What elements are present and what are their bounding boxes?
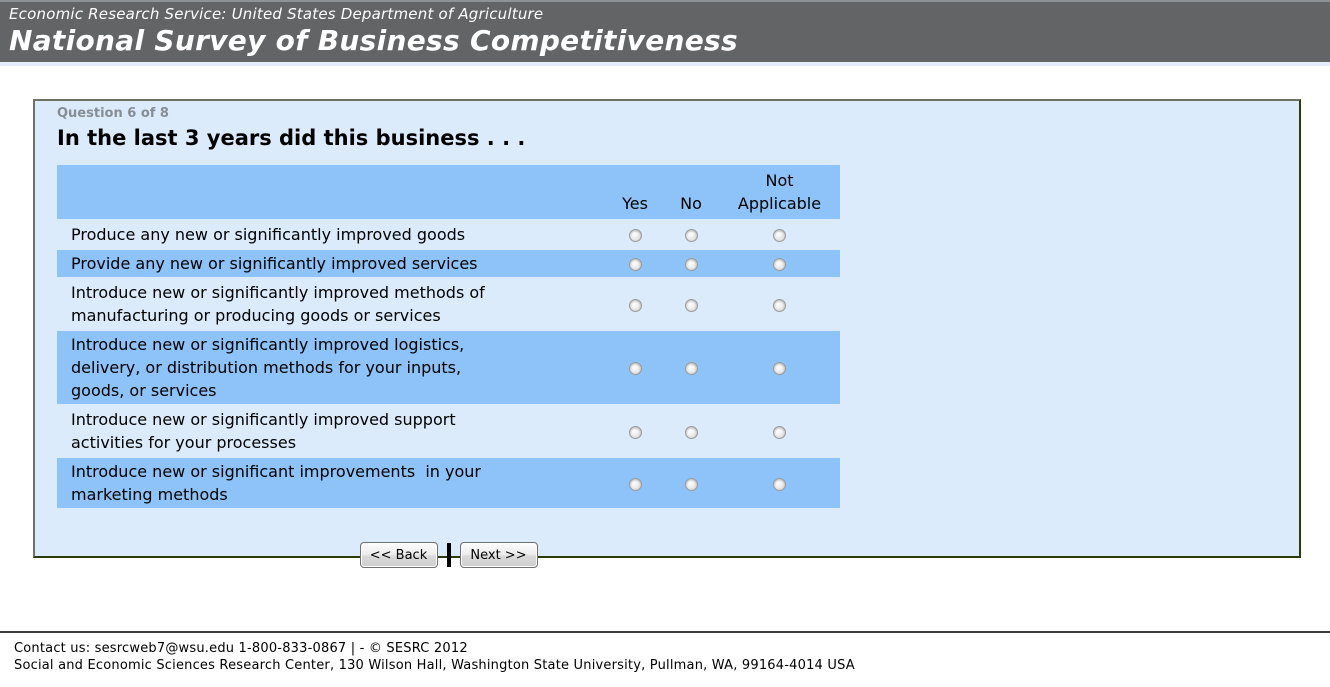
question-panel: Question 6 of 8 In the last 3 years did … bbox=[33, 99, 1301, 568]
header-spacer bbox=[57, 165, 607, 219]
radio-no[interactable] bbox=[684, 298, 698, 312]
app-header: Economic Research Service: United States… bbox=[0, 0, 1330, 62]
radio-yes[interactable] bbox=[628, 477, 642, 491]
nav-buttons: << Back | Next >> bbox=[57, 542, 840, 568]
header-divider bbox=[0, 62, 1330, 66]
table-row: Introduce new or significantly improved … bbox=[57, 406, 840, 456]
radio-no[interactable] bbox=[684, 258, 698, 271]
radio-not-applicable[interactable] bbox=[773, 229, 786, 242]
column-header-not-applicable: Not Applicable bbox=[719, 165, 840, 219]
radio-no[interactable] bbox=[684, 229, 698, 242]
radio-yes[interactable] bbox=[628, 362, 642, 375]
radio-no[interactable] bbox=[684, 477, 698, 491]
column-header-yes: Yes bbox=[607, 165, 663, 219]
radio-yes[interactable] bbox=[628, 258, 642, 271]
radio-not-applicable[interactable] bbox=[773, 258, 786, 271]
row-label: Produce any new or significantly improve… bbox=[71, 225, 466, 244]
table-header-row: Yes No Not Applicable bbox=[57, 165, 840, 219]
back-button[interactable]: << Back bbox=[359, 542, 438, 568]
radio-no[interactable] bbox=[684, 362, 698, 375]
page-footer: Contact us: sesrcweb7@wsu.edu 1-800-833-… bbox=[0, 631, 1330, 674]
radio-not-applicable[interactable] bbox=[773, 362, 786, 375]
question-title: In the last 3 years did this business . … bbox=[57, 126, 526, 150]
survey-table: Yes No Not Applicable Produce any new or… bbox=[57, 163, 840, 510]
radio-yes[interactable] bbox=[628, 298, 642, 312]
button-separator: | bbox=[446, 543, 451, 567]
next-button[interactable]: Next >> bbox=[459, 542, 538, 568]
table-row: Introduce new or significantly improved … bbox=[57, 279, 840, 329]
row-label: Introduce new or significantly improved … bbox=[57, 331, 607, 404]
table-row: Provide any new or significantly improve… bbox=[57, 250, 840, 277]
table-row: Produce any new or significantly improve… bbox=[57, 221, 840, 248]
agency-line: Economic Research Service: United States… bbox=[9, 5, 544, 23]
question-progress: Question 6 of 8 bbox=[57, 106, 169, 121]
radio-not-applicable[interactable] bbox=[773, 298, 786, 312]
radio-not-applicable[interactable] bbox=[773, 425, 786, 439]
column-header-no: No bbox=[663, 165, 719, 219]
row-label: Introduce new or significantly improved … bbox=[71, 283, 485, 325]
radio-yes[interactable] bbox=[628, 229, 642, 242]
footer-contact-line: Contact us: sesrcweb7@wsu.edu 1-800-833-… bbox=[14, 641, 468, 656]
survey-title: National Survey of Business Competitiven… bbox=[9, 24, 738, 57]
row-label: Provide any new or significantly improve… bbox=[57, 250, 607, 277]
table-row: Introduce new or significantly improved … bbox=[57, 331, 840, 404]
row-label: Introduce new or significant improvement… bbox=[57, 458, 607, 508]
radio-not-applicable[interactable] bbox=[773, 477, 786, 491]
radio-yes[interactable] bbox=[628, 425, 642, 439]
footer-address-line: Social and Economic Sciences Research Ce… bbox=[14, 658, 855, 673]
row-label: Introduce new or significantly improved … bbox=[71, 410, 456, 452]
radio-no[interactable] bbox=[684, 425, 698, 439]
table-row: Introduce new or significant improvement… bbox=[57, 458, 840, 508]
